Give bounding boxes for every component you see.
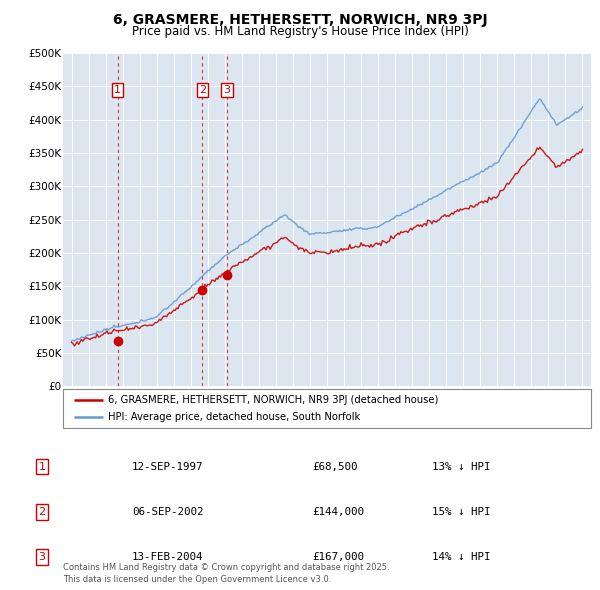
Text: 15% ↓ HPI: 15% ↓ HPI: [432, 507, 491, 517]
Text: 2: 2: [38, 507, 46, 517]
Text: 2: 2: [199, 85, 206, 95]
Text: Price paid vs. HM Land Registry's House Price Index (HPI): Price paid vs. HM Land Registry's House …: [131, 25, 469, 38]
Text: 3: 3: [38, 552, 46, 562]
Text: 6, GRASMERE, HETHERSETT, NORWICH, NR9 3PJ: 6, GRASMERE, HETHERSETT, NORWICH, NR9 3P…: [113, 13, 487, 27]
Text: 1: 1: [114, 85, 121, 95]
Text: HPI: Average price, detached house, South Norfolk: HPI: Average price, detached house, Sout…: [108, 412, 360, 422]
Text: £68,500: £68,500: [312, 461, 358, 471]
Text: 12-SEP-1997: 12-SEP-1997: [132, 461, 203, 471]
Text: £144,000: £144,000: [312, 507, 364, 517]
Text: Contains HM Land Registry data © Crown copyright and database right 2025.
This d: Contains HM Land Registry data © Crown c…: [63, 563, 389, 584]
Text: 6, GRASMERE, HETHERSETT, NORWICH, NR9 3PJ (detached house): 6, GRASMERE, HETHERSETT, NORWICH, NR9 3P…: [108, 395, 438, 405]
Text: 06-SEP-2002: 06-SEP-2002: [132, 507, 203, 517]
Text: 14% ↓ HPI: 14% ↓ HPI: [432, 552, 491, 562]
Text: 13-FEB-2004: 13-FEB-2004: [132, 552, 203, 562]
Text: 13% ↓ HPI: 13% ↓ HPI: [432, 461, 491, 471]
FancyBboxPatch shape: [63, 389, 591, 428]
Text: £167,000: £167,000: [312, 552, 364, 562]
Text: 1: 1: [38, 461, 46, 471]
Text: 3: 3: [223, 85, 230, 95]
